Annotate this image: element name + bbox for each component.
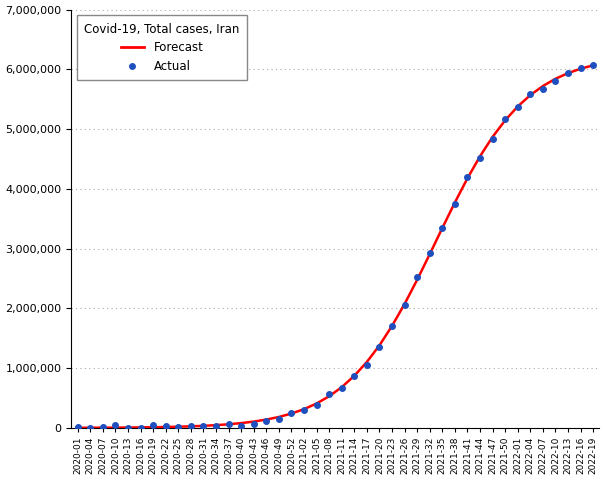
Point	[400, 301, 410, 309]
Point	[588, 61, 598, 69]
Point	[475, 154, 485, 162]
Point	[274, 415, 284, 422]
Point	[111, 421, 120, 429]
Point	[186, 421, 195, 429]
Point	[249, 420, 258, 428]
Point	[148, 421, 158, 429]
Point	[350, 372, 359, 380]
Point	[551, 77, 560, 85]
Point	[299, 407, 309, 414]
Point	[538, 85, 548, 93]
Point	[198, 422, 208, 430]
Point	[387, 322, 397, 330]
Point	[261, 417, 271, 424]
Legend: Forecast, Actual: Forecast, Actual	[77, 15, 247, 81]
Point	[513, 104, 523, 111]
Point	[374, 343, 384, 351]
Point	[211, 422, 221, 430]
Point	[412, 274, 422, 281]
Point	[287, 409, 296, 417]
Point	[237, 422, 246, 430]
Point	[500, 115, 510, 122]
Point	[463, 173, 473, 181]
Point	[362, 361, 371, 369]
Point	[312, 401, 321, 409]
Point	[425, 250, 434, 257]
Point	[450, 201, 460, 208]
Point	[174, 423, 183, 431]
Point	[161, 422, 171, 430]
Point	[85, 424, 95, 432]
Point	[224, 420, 234, 428]
Point	[337, 384, 347, 391]
Point	[437, 224, 447, 232]
Point	[526, 90, 535, 98]
Point	[563, 69, 573, 77]
Point	[576, 64, 586, 72]
Point	[98, 423, 108, 431]
Point	[488, 135, 497, 143]
Point	[123, 424, 133, 432]
Point	[136, 424, 145, 432]
Point	[73, 423, 82, 431]
Point	[324, 390, 334, 397]
